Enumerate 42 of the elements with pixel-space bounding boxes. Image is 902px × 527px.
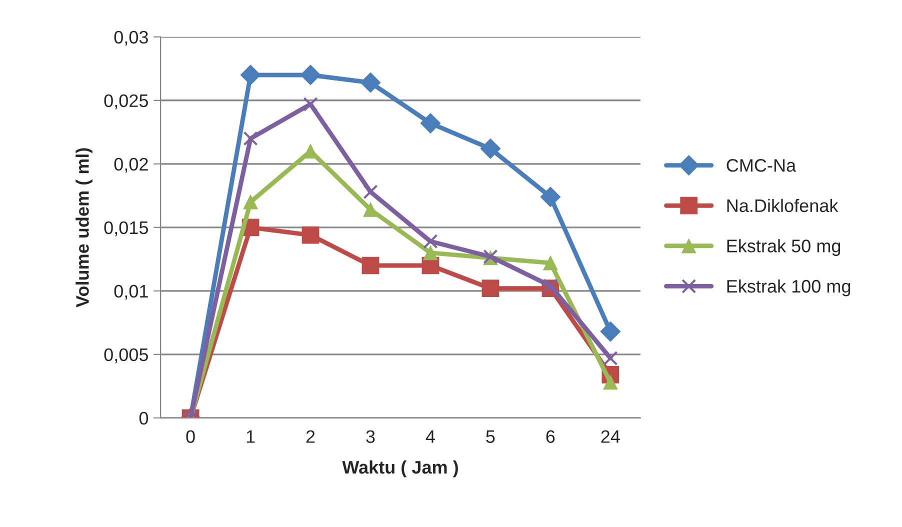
point	[603, 375, 618, 390]
point	[363, 202, 378, 217]
y-tick-label: 0,015	[104, 221, 148, 236]
point	[543, 278, 558, 294]
x-tick-label: 24	[601, 430, 620, 443]
point	[243, 194, 258, 210]
point	[540, 186, 561, 208]
legend-label: CMC-Na	[726, 159, 796, 172]
point	[302, 226, 320, 244]
point	[362, 256, 380, 274]
point	[363, 184, 378, 200]
point	[482, 280, 500, 298]
x-axis-title: Waktu ( Jam )	[342, 460, 458, 478]
point	[423, 234, 438, 249]
y-tick-label: 0,02	[114, 158, 148, 173]
y-tick-label: 0,03	[114, 30, 148, 46]
legend-label: Ekstrak 100 mg	[727, 279, 850, 296]
x-tick-label: 1	[246, 430, 255, 443]
point	[603, 350, 618, 366]
y-tick-label: 0	[139, 412, 148, 425]
point	[243, 131, 258, 146]
y-tick-label: 0,005	[104, 348, 148, 364]
x-tick-label: 6	[546, 430, 555, 443]
point	[303, 96, 318, 112]
x-tick-label: 3	[366, 430, 375, 443]
x-tick-label: 0	[186, 430, 195, 443]
point	[423, 246, 438, 260]
y-tick-label: 0,01	[114, 284, 148, 300]
y-axis-title: Volume udem ( ml)	[76, 148, 92, 308]
x-tick-label: 5	[486, 430, 495, 443]
point	[480, 138, 501, 159]
legend-label: Na.Diklofenak	[727, 198, 838, 212]
point	[420, 113, 441, 134]
x-tick-label: 2	[306, 430, 315, 443]
point	[240, 64, 261, 86]
x-tick-label: 4	[426, 430, 435, 443]
y-tick-label: 0,025	[104, 94, 148, 110]
point	[360, 72, 381, 93]
legend-label: Ekstrak 50 mg	[727, 239, 840, 256]
point	[600, 321, 621, 342]
point	[300, 64, 321, 86]
point	[543, 256, 558, 270]
